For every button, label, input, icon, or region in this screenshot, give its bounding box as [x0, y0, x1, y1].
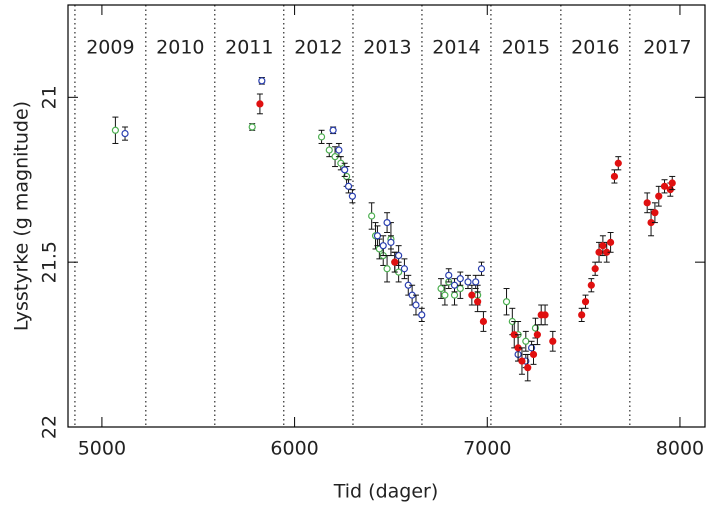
data-point	[464, 278, 472, 286]
year-label: 2012	[294, 37, 342, 59]
y-axis-label: Lysstyrke (g magnitude)	[11, 101, 33, 331]
data-point	[479, 317, 488, 326]
data-point	[368, 212, 376, 220]
data-point	[474, 298, 482, 306]
data-point	[387, 238, 395, 246]
year-label: 2016	[571, 37, 619, 59]
year-label: 2010	[156, 37, 204, 59]
data-point	[437, 284, 445, 293]
data-point	[614, 159, 622, 167]
data-point	[472, 278, 480, 286]
data-point	[418, 311, 426, 319]
data-point	[341, 166, 349, 174]
data-point	[441, 291, 449, 299]
data-point	[524, 364, 532, 372]
data-point	[400, 265, 409, 273]
year-label: 2014	[432, 37, 480, 59]
data-point	[549, 337, 557, 345]
y-tick-label: 21	[39, 85, 61, 109]
data-point	[111, 126, 119, 134]
data-point	[595, 248, 603, 256]
data-point	[344, 182, 353, 190]
data-point	[655, 192, 663, 200]
data-point	[317, 133, 326, 141]
data-point	[668, 179, 676, 187]
data-point	[606, 238, 615, 246]
data-point	[468, 291, 476, 299]
data-point	[587, 281, 595, 289]
data-point	[258, 77, 266, 85]
x-tick-label: 6000	[270, 438, 318, 460]
data-point	[373, 232, 382, 240]
plot-frame	[67, 4, 706, 428]
year-label: 2009	[86, 37, 134, 59]
data-point	[518, 357, 526, 365]
data-point	[477, 265, 486, 273]
data-point	[348, 192, 356, 200]
data-point	[456, 275, 464, 283]
year-label: 2015	[502, 37, 550, 59]
x-tick-label: 7000	[463, 438, 511, 460]
y-tick-label: 21.5	[39, 241, 61, 283]
data-point	[379, 242, 387, 250]
data-point	[450, 291, 459, 299]
data-point	[383, 218, 391, 227]
data-point	[325, 146, 333, 154]
data-point	[660, 182, 669, 190]
data-point	[121, 129, 129, 138]
data-point	[445, 271, 453, 279]
x-axis-label: Tid (dager)	[333, 481, 439, 503]
x-tick-label: 8000	[656, 438, 704, 460]
data-point	[391, 258, 399, 266]
data-point	[651, 209, 659, 217]
data-point	[450, 281, 459, 289]
data-point	[578, 311, 586, 319]
year-label: 2013	[363, 37, 411, 59]
data-point	[248, 123, 256, 131]
data-point	[591, 265, 599, 273]
data-point	[335, 146, 343, 154]
data-point	[529, 350, 538, 359]
data-point	[256, 100, 264, 108]
data-point	[329, 126, 337, 134]
data-point	[383, 265, 391, 273]
y-tick-label: 22	[39, 415, 61, 439]
year-label: 2017	[643, 37, 691, 59]
x-tick-label: 5000	[78, 438, 126, 460]
data-point	[456, 284, 464, 293]
data-point	[643, 199, 651, 207]
data-point	[599, 242, 607, 250]
data-point	[412, 301, 420, 309]
year-label: 2011	[225, 37, 273, 59]
data-point	[522, 337, 530, 345]
data-point	[541, 311, 549, 319]
data-point	[581, 298, 590, 306]
data-point	[502, 298, 511, 306]
data-point	[533, 331, 541, 339]
data-point	[610, 172, 619, 181]
data-point	[395, 251, 403, 260]
